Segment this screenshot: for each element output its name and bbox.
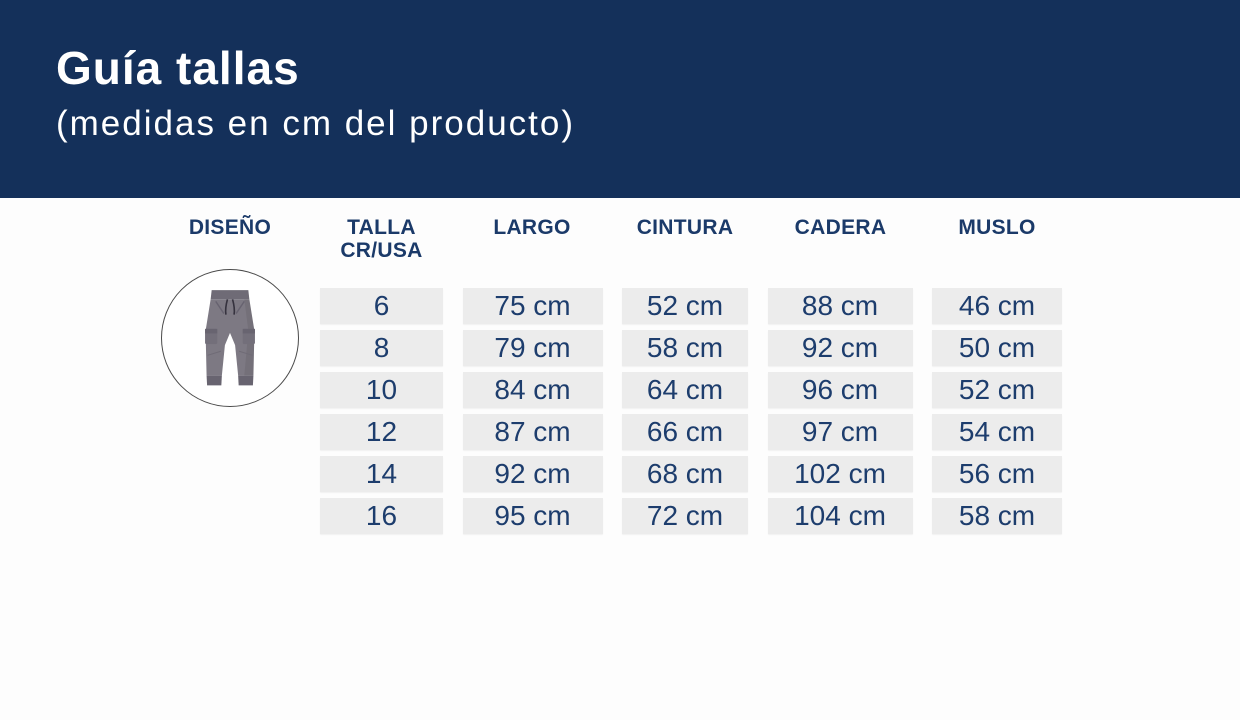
cell-muslo: 58 cm	[932, 497, 1062, 534]
column-header-largo: LARGO	[493, 216, 571, 239]
cell-largo: 87 cm	[462, 413, 603, 450]
column-header-cintura: CINTURA	[636, 216, 734, 239]
page-title: Guía tallas	[56, 42, 300, 94]
cell-muslo: 52 cm	[932, 371, 1062, 408]
cell-talla: 16	[320, 497, 443, 534]
cell-talla: 6	[320, 288, 443, 324]
cell-cadera: 92 cm	[767, 329, 913, 366]
cell-cadera: 97 cm	[767, 413, 913, 450]
cell-cadera: 102 cm	[767, 455, 913, 492]
cell-talla: 10	[320, 371, 443, 408]
cell-muslo: 54 cm	[932, 413, 1062, 450]
jogger-pants-image	[205, 290, 255, 386]
cell-talla: 14	[320, 455, 443, 492]
column-header-cadera: CADERA	[794, 216, 887, 239]
design-circle	[161, 269, 299, 407]
cell-talla: 12	[320, 413, 443, 450]
column-header-diseno: DISEÑO	[188, 216, 272, 239]
cell-cintura: 58 cm	[622, 329, 748, 366]
cell-cadera: 96 cm	[767, 371, 913, 408]
cell-cintura: 68 cm	[622, 455, 748, 492]
size-table: 6 75 cm 52 cm 88 cm 46 cm 8 79 cm 58 cm …	[320, 288, 1062, 534]
cell-largo: 79 cm	[462, 329, 603, 366]
cell-cadera: 88 cm	[767, 288, 913, 324]
cell-largo: 95 cm	[462, 497, 603, 534]
cell-cintura: 52 cm	[622, 288, 748, 324]
cell-largo: 84 cm	[462, 371, 603, 408]
page-subtitle: (medidas en cm del producto)	[56, 104, 575, 143]
column-header-talla-line2: CR/USA	[340, 239, 423, 262]
cell-largo: 75 cm	[462, 288, 603, 324]
cell-muslo: 56 cm	[932, 455, 1062, 492]
header-banner: Guía tallas (medidas en cm del producto)	[0, 0, 1240, 198]
cell-cintura: 66 cm	[622, 413, 748, 450]
cell-muslo: 46 cm	[932, 288, 1062, 324]
column-header-muslo: MUSLO	[958, 216, 1036, 239]
column-header-talla-line1: TALLA	[347, 216, 416, 239]
cell-cintura: 72 cm	[622, 497, 748, 534]
cell-cintura: 64 cm	[622, 371, 748, 408]
cell-cadera: 104 cm	[767, 497, 913, 534]
column-header-talla: TALLA CR/USA	[320, 216, 443, 262]
cell-talla: 8	[320, 329, 443, 366]
cell-largo: 92 cm	[462, 455, 603, 492]
cell-muslo: 50 cm	[932, 329, 1062, 366]
